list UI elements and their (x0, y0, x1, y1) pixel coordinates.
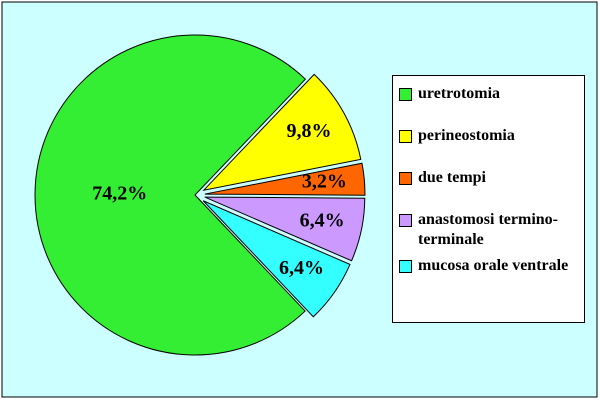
data-label: 9,8% (286, 120, 331, 142)
legend-item: due tempi (399, 168, 578, 188)
legend: uretrotomia perineostomia due tempi anastom… (392, 75, 585, 323)
data-label: 74,2% (92, 183, 147, 205)
legend-label: anastomosi termino-terminale (418, 211, 558, 248)
legend-label: due tempi (418, 169, 486, 186)
legend-swatch (399, 88, 412, 101)
legend-item: uretrotomia (399, 84, 578, 104)
data-label: 6,4% (279, 257, 324, 279)
legend-item: anastomosi termino-terminale (399, 210, 578, 250)
legend-swatch (399, 214, 412, 227)
pie-slice (204, 162, 366, 196)
pie-slice (34, 34, 307, 356)
legend-item: perineostomia (399, 126, 578, 146)
pie-slice (202, 200, 351, 318)
legend-label: perineostomia (418, 127, 515, 144)
data-label: 6,4% (300, 209, 345, 231)
data-label: 3,2% (302, 170, 347, 192)
legend-label: uretrotomia (418, 85, 501, 102)
legend-swatch (399, 172, 412, 185)
legend-swatch (399, 130, 412, 143)
pie-slice (202, 73, 362, 191)
pie-slice (204, 196, 366, 262)
legend-item: mucosa orale ventrale (399, 256, 578, 276)
legend-label: mucosa orale ventrale (418, 257, 569, 274)
legend-swatch (399, 260, 412, 273)
